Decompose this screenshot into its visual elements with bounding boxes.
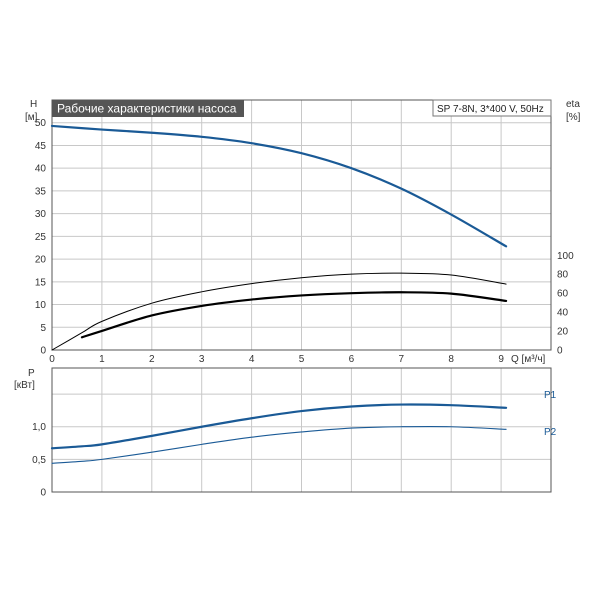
series-H-line	[50, 124, 508, 248]
h-tick-label: 10	[35, 300, 47, 311]
q-tick-label: 4	[249, 354, 255, 365]
series-eta-lower-line	[80, 291, 508, 339]
lower-chart-frame	[51, 367, 552, 493]
eta-axis-unit: [%]	[566, 112, 581, 123]
h-tick-label: 50	[35, 118, 47, 129]
eta-tick-label: 20	[557, 327, 569, 338]
q-tick-label: 2	[149, 354, 155, 365]
eta-tick-label: 100	[557, 251, 574, 262]
upper-chart-frame	[51, 99, 552, 351]
h-axis-label: H	[30, 99, 37, 110]
legend-p2: P2	[544, 427, 557, 438]
q-axis-label: Q [м³/ч]	[511, 354, 546, 365]
eta-tick-label: 0	[557, 346, 563, 357]
h-tick-label: 20	[35, 255, 47, 266]
h-tick-label: 0	[40, 346, 46, 357]
h-tick-label: 45	[35, 141, 47, 152]
legend-p1: P1	[544, 390, 557, 401]
q-tick-label: 3	[199, 354, 205, 365]
series-P1-line	[50, 403, 508, 450]
h-tick-label: 5	[40, 323, 46, 334]
h-axis-unit: [м]	[25, 112, 38, 123]
h-tick-label: 30	[35, 209, 47, 220]
q-tick-label: 1	[99, 354, 105, 365]
q-tick-label: 0	[49, 354, 55, 365]
q-tick-label: 8	[448, 354, 454, 365]
model-label-box	[432, 99, 552, 117]
p-tick-label: 1,0	[32, 422, 46, 433]
upper-chart-grid	[52, 100, 551, 350]
title-background	[52, 100, 244, 117]
q-tick-label: 9	[498, 354, 504, 365]
lower-chart-grid	[52, 368, 551, 492]
h-tick-label: 25	[35, 232, 47, 243]
p-axis-unit: [кВт]	[14, 380, 35, 391]
eta-tick-label: 60	[557, 289, 569, 300]
eta-axis-label: eta	[566, 99, 580, 110]
h-tick-label: 35	[35, 186, 47, 197]
p-axis-label: P	[28, 368, 35, 379]
q-tick-label: 5	[299, 354, 305, 365]
p-tick-label: 0,5	[32, 455, 46, 466]
eta-tick-label: 40	[557, 308, 569, 319]
lower-tick-labels: 0 0,5 1,0	[32, 422, 46, 498]
h-tick-label: 15	[35, 277, 47, 288]
series-P2-line	[51, 425, 507, 464]
eta-tick-label: 80	[557, 270, 569, 281]
lower-series	[50, 403, 508, 464]
q-tick-label: 6	[349, 354, 355, 365]
q-tick-label: 7	[399, 354, 405, 365]
h-tick-label: 40	[35, 164, 47, 175]
model-label: SP 7-8N, 3*400 V, 50Hz	[437, 104, 544, 115]
upper-series	[50, 124, 508, 351]
chart-title: Рабочие характеристики насоса	[57, 102, 237, 116]
series-eta-upper-line	[51, 272, 507, 351]
p-tick-label: 0	[40, 488, 46, 499]
